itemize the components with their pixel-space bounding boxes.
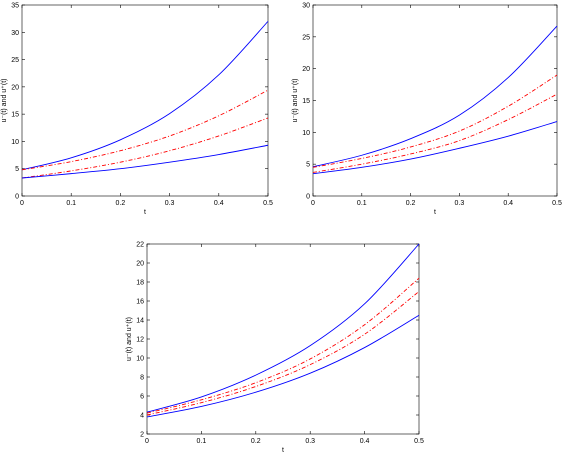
y-tick-label: 25 (302, 34, 310, 41)
x-tick-label: 0 (145, 438, 149, 445)
series-line-4 (146, 314, 420, 418)
series-line-3 (21, 117, 269, 179)
x-axis-label: t (434, 209, 436, 216)
chart-3: 0 0.1 0.2 0.3 0.4 0.5 2 4 6 8 10 12 14 16 18 20 22 t u⁻(t)… (126, 242, 424, 455)
y-tick-label: 15 (11, 112, 19, 119)
y-tick-label: 16 (136, 299, 144, 306)
x-tick-label: 0.4 (503, 200, 513, 207)
y-tick-label: 12 (136, 337, 144, 344)
y-tick-label: 5 (306, 162, 310, 169)
series-line-3 (146, 291, 420, 416)
y-tick-label: 35 (11, 3, 19, 10)
x-axis-label: t (144, 209, 146, 216)
x-tick-label: 0.2 (251, 438, 261, 445)
x-tick-label: 0.2 (116, 200, 126, 207)
x-tick-label: 0.3 (455, 200, 465, 207)
plot-frame (312, 4, 558, 197)
y-tick-label: 10 (136, 356, 144, 363)
y-axis-label: u⁻(t) and u⁺(t) (1, 79, 8, 123)
x-tick-label: 0 (20, 200, 24, 207)
y-tick-label: 20 (136, 261, 144, 268)
x-tick-label: 0.1 (357, 200, 367, 207)
y-tick-label: 6 (140, 394, 144, 401)
series-line-2 (21, 89, 269, 171)
x-axis-label: t (282, 447, 284, 454)
x-tick-label: 0.3 (305, 438, 315, 445)
chart-2: 0 0.1 0.2 0.3 0.4 0.5 0 5 10 15 20 25 30 t u⁻(t) and u… (292, 3, 562, 217)
y-tick-label: 8 (140, 375, 144, 382)
series-line-1 (146, 243, 420, 413)
x-tick-label: 0.4 (214, 200, 224, 207)
series-line-1 (21, 21, 269, 171)
x-tick-label: 0.1 (197, 438, 207, 445)
plot-frame (146, 243, 420, 435)
series-line-4 (21, 144, 269, 179)
x-tick-label: 0.2 (406, 200, 416, 207)
y-tick-label: 10 (302, 130, 310, 137)
x-tick-label: 0.1 (66, 200, 76, 207)
series-line-4 (312, 121, 558, 175)
y-tick-label: 2 (140, 432, 144, 439)
y-tick-label: 0 (15, 194, 19, 201)
y-axis-label: u⁻(t) and u⁺(t) (126, 317, 133, 361)
plot-frame (21, 4, 269, 197)
y-tick-label: 22 (136, 242, 144, 249)
series-line-3 (312, 93, 558, 173)
y-tick-label: 20 (302, 66, 310, 73)
y-tick-label: 14 (136, 318, 144, 325)
y-tick-label: 15 (302, 98, 310, 105)
y-tick-label: 20 (11, 84, 19, 91)
x-tick-label: 0.5 (552, 200, 562, 207)
y-tick-label: 0 (306, 194, 310, 201)
x-tick-label: 0.5 (414, 438, 424, 445)
chart-1: 0 0.1 0.2 0.3 0.4 0.5 0 5 10 15 20 25 30 35 t u⁻(t) and… (1, 3, 273, 217)
x-tick-label: 0.5 (263, 200, 273, 207)
y-tick-label: 18 (136, 280, 144, 287)
y-tick-label: 5 (15, 166, 19, 173)
y-tick-label: 4 (140, 413, 144, 420)
x-tick-label: 0 (311, 200, 315, 207)
series-line-2 (146, 277, 420, 414)
y-axis-label: u⁻(t) and u⁺(t) (292, 79, 299, 123)
y-tick-label: 10 (11, 139, 19, 146)
y-tick-label: 30 (11, 30, 19, 37)
series-line-1 (312, 25, 558, 168)
x-tick-label: 0.4 (360, 438, 370, 445)
x-tick-label: 0.3 (165, 200, 175, 207)
y-tick-label: 25 (11, 57, 19, 64)
y-tick-label: 30 (302, 3, 310, 10)
